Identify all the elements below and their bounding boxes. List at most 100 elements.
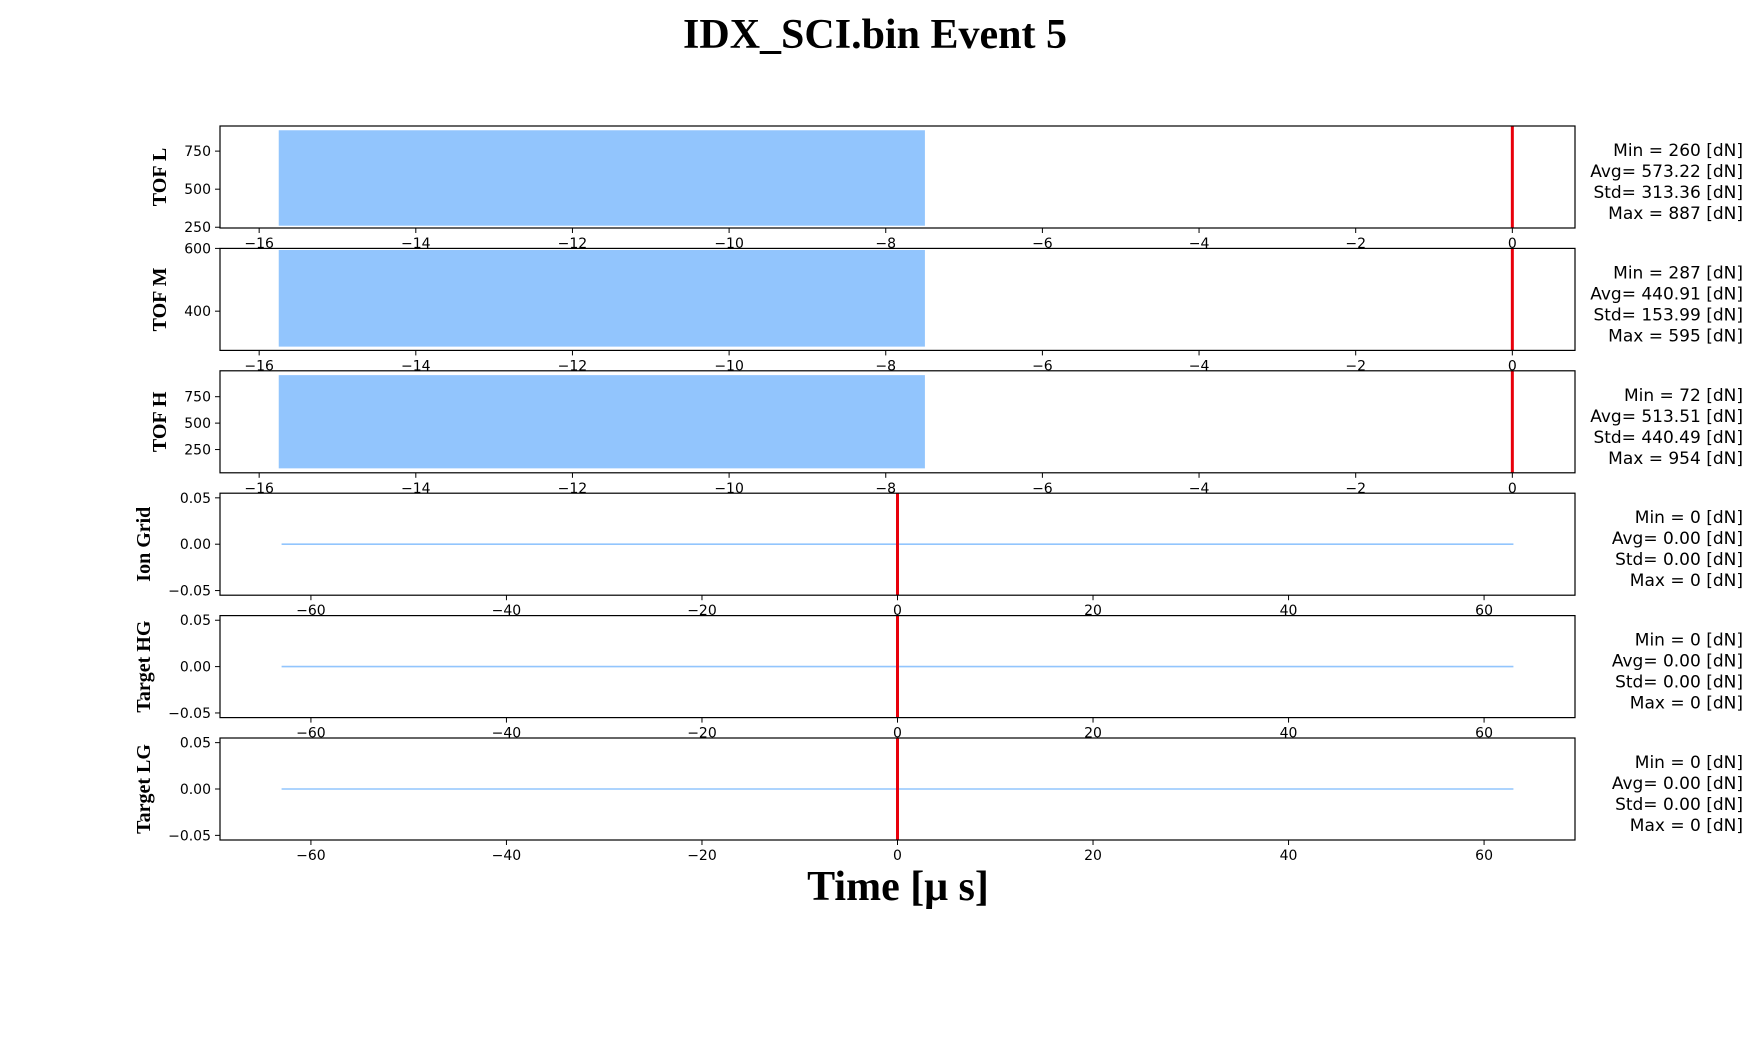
x-tick-label: 40 xyxy=(1280,726,1298,742)
stat-line: Max = 0 [dN] xyxy=(1630,694,1743,714)
x-tick-label: −10 xyxy=(714,358,744,374)
x-tick-label: −8 xyxy=(875,358,896,374)
x-tick-label: 60 xyxy=(1475,726,1493,742)
y-axis-label: Ion Grid xyxy=(133,507,155,582)
x-tick-label: −8 xyxy=(875,481,896,497)
plot-area xyxy=(278,126,1514,228)
stat-line: Min = 72 [dN] xyxy=(1624,386,1743,406)
y-tick-label: 400 xyxy=(184,304,211,320)
plot-area xyxy=(281,615,1514,718)
x-tick-label: −16 xyxy=(244,481,274,497)
x-tick-label: −12 xyxy=(558,236,588,252)
x-tick-label: −12 xyxy=(558,358,588,374)
subplot-3: −16 −14 −12 −10 −8 −6 −4 −2 0 250 500 750 TOF H Min =… xyxy=(149,370,1743,497)
x-tick-label: −60 xyxy=(296,848,326,864)
x-tick-label: −2 xyxy=(1345,358,1366,374)
y-axis-label: Target LG xyxy=(133,744,155,834)
subplot-6: −60 −40 −20 0 20 40 60 0.05 0.00 −0.05 Target LG Mi… xyxy=(133,736,1743,864)
y-tick-label: 0.05 xyxy=(180,491,211,507)
x-tick-label: −16 xyxy=(244,236,274,252)
x-tick-label: −60 xyxy=(296,603,326,619)
x-tick-label: 0 xyxy=(893,603,902,619)
stat-line: Avg= 0.00 [dN] xyxy=(1612,529,1743,549)
x-tick-label: −10 xyxy=(714,236,744,252)
y-tick-label: 0.00 xyxy=(180,782,211,798)
stat-line: Min = 0 [dN] xyxy=(1635,508,1743,528)
stat-line: Max = 887 [dN] xyxy=(1608,204,1743,224)
x-tick-label: 0 xyxy=(1508,481,1517,497)
stat-line: Avg= 0.00 [dN] xyxy=(1612,774,1743,794)
y-axis-label: TOF M xyxy=(149,267,171,331)
x-tick-label: −10 xyxy=(714,481,744,497)
subplot-4: −60 −40 −20 0 20 40 60 0.05 0.00 −0.05 Ion Grid Min… xyxy=(133,491,1743,619)
signal-fill xyxy=(278,375,925,469)
y-tick-label: 0.00 xyxy=(180,660,211,676)
signal-fill xyxy=(278,249,925,347)
x-tick-label: 60 xyxy=(1475,603,1493,619)
y-tick-label: −0.05 xyxy=(168,584,211,600)
x-tick-label: −2 xyxy=(1345,236,1366,252)
stat-line: Max = 0 [dN] xyxy=(1630,571,1743,591)
x-tick-label: −14 xyxy=(401,481,431,497)
x-tick-label: −8 xyxy=(875,236,896,252)
x-tick-label: −40 xyxy=(492,726,522,742)
x-tick-label: −4 xyxy=(1189,236,1210,252)
x-tick-label: −14 xyxy=(401,236,431,252)
x-tick-label: 20 xyxy=(1084,603,1102,619)
y-tick-label: 250 xyxy=(184,443,211,459)
y-tick-label: 0.05 xyxy=(180,736,211,752)
x-tick-label: −40 xyxy=(492,848,522,864)
y-tick-label: −0.05 xyxy=(168,706,211,722)
axes-frame xyxy=(219,125,1576,229)
x-tick-label: 0 xyxy=(893,726,902,742)
stat-line: Std= 0.00 [dN] xyxy=(1615,795,1743,815)
y-axis-label: TOF H xyxy=(149,391,171,452)
plot-area xyxy=(281,493,1514,596)
x-tick-label: 40 xyxy=(1280,603,1298,619)
axes-frame xyxy=(219,370,1576,474)
y-tick-label: 750 xyxy=(184,390,211,406)
subplot-5: −60 −40 −20 0 20 40 60 0.05 0.00 −0.05 Target HG Mi… xyxy=(133,613,1743,741)
x-tick-label: −20 xyxy=(687,848,717,864)
stat-line: Min = 0 [dN] xyxy=(1635,753,1743,773)
x-tick-label: 20 xyxy=(1084,848,1102,864)
x-tick-label: −60 xyxy=(296,726,326,742)
x-tick-label: 20 xyxy=(1084,726,1102,742)
stat-line: Avg= 513.51 [dN] xyxy=(1590,407,1743,427)
plot-area xyxy=(278,248,1514,351)
stat-line: Avg= 440.91 [dN] xyxy=(1590,284,1743,304)
x-tick-label: −2 xyxy=(1345,481,1366,497)
x-tick-label: 60 xyxy=(1475,848,1493,864)
y-tick-label: 500 xyxy=(184,416,211,432)
x-tick-label: −6 xyxy=(1032,358,1053,374)
subplot-1: −16 −14 −12 −10 −8 −6 −4 −2 0 250 500 750 TOF L Min =… xyxy=(149,125,1743,252)
stat-line: Min = 260 [dN] xyxy=(1613,141,1743,161)
stat-line: Std= 440.49 [dN] xyxy=(1593,428,1743,448)
stat-line: Std= 0.00 [dN] xyxy=(1615,550,1743,570)
x-tick-label: −20 xyxy=(687,726,717,742)
x-tick-label: −6 xyxy=(1032,481,1053,497)
y-tick-label: −0.05 xyxy=(168,828,211,844)
x-tick-label: −6 xyxy=(1032,236,1053,252)
x-tick-label: −4 xyxy=(1189,358,1210,374)
x-tick-label: −16 xyxy=(244,358,274,374)
y-tick-label: 0.05 xyxy=(180,613,211,629)
x-tick-label: 0 xyxy=(1508,236,1517,252)
axes-frame xyxy=(219,247,1576,351)
x-tick-label: 0 xyxy=(893,848,902,864)
plot-area xyxy=(278,370,1514,473)
figure-title: IDX_SCI.bin Event 5 xyxy=(683,12,1067,58)
y-tick-label: 600 xyxy=(184,241,211,257)
stat-line: Avg= 573.22 [dN] xyxy=(1590,162,1743,182)
stat-line: Std= 313.36 [dN] xyxy=(1593,183,1743,203)
x-tick-label: −14 xyxy=(401,358,431,374)
y-tick-label: 750 xyxy=(184,144,211,160)
x-tick-label: 0 xyxy=(1508,358,1517,374)
x-tick-label: −20 xyxy=(687,603,717,619)
stat-line: Max = 954 [dN] xyxy=(1608,449,1743,469)
stat-line: Max = 0 [dN] xyxy=(1630,816,1743,836)
y-tick-label: 0.00 xyxy=(180,537,211,553)
stat-line: Min = 0 [dN] xyxy=(1635,631,1743,651)
plot-area xyxy=(281,738,1514,840)
